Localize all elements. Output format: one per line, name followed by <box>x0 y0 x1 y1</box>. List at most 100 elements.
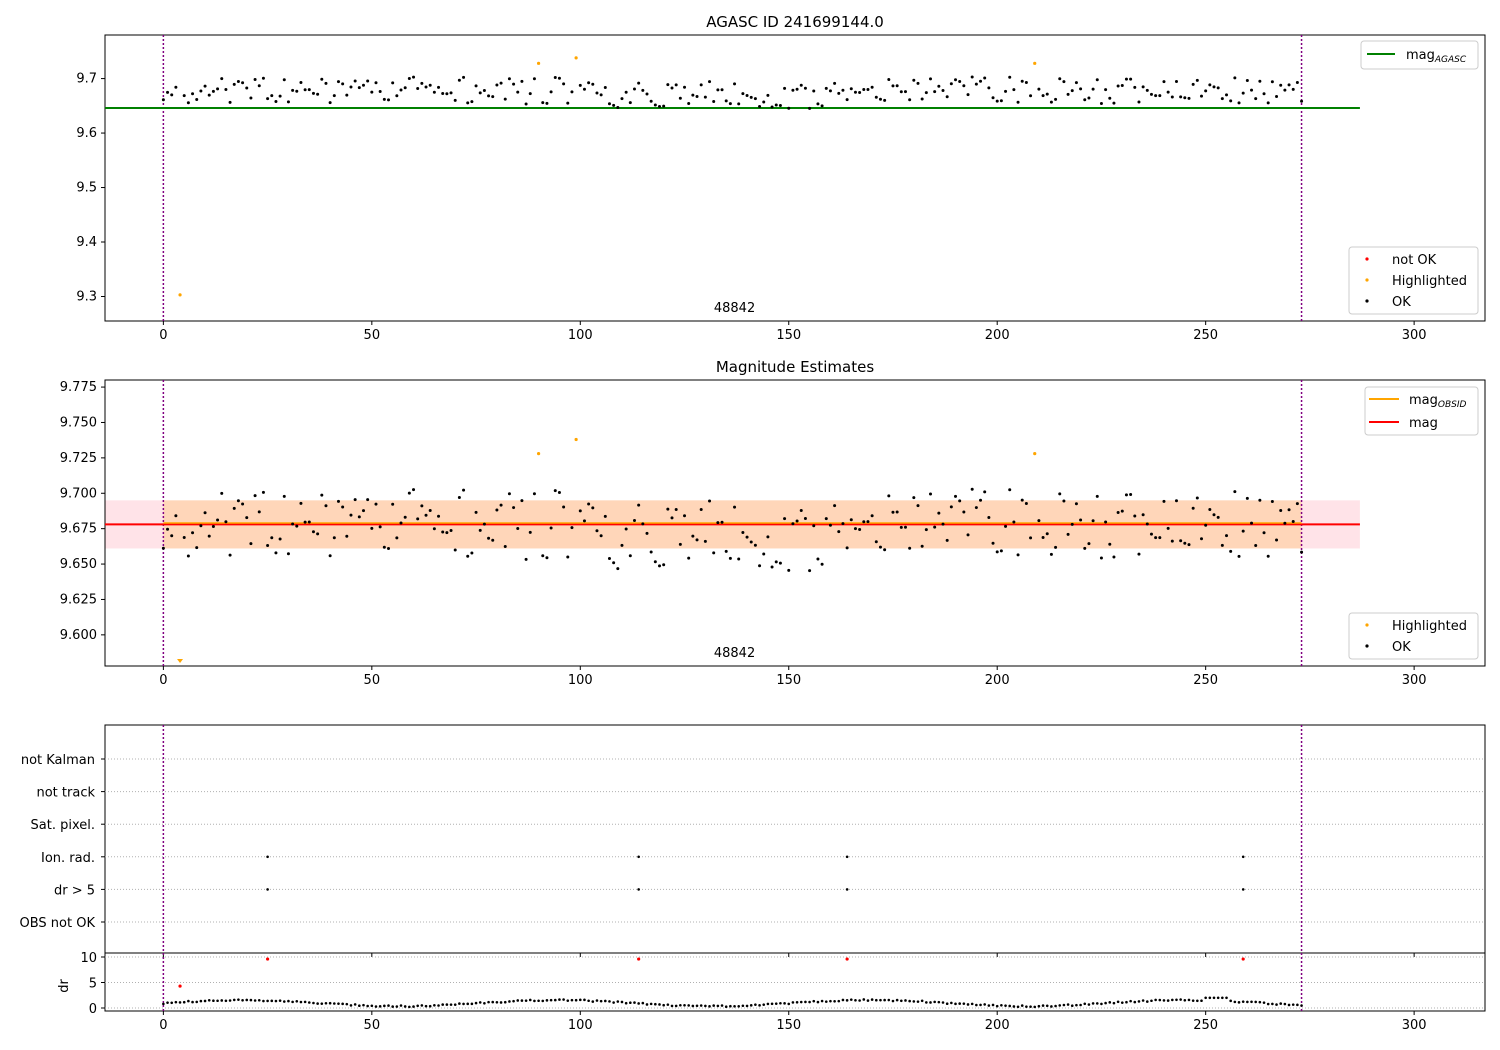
y-tick-label: 9.650 <box>60 557 97 572</box>
ok-point <box>191 92 195 96</box>
dr-point <box>862 998 866 1001</box>
ok-point <box>607 102 611 106</box>
dr-point <box>358 1004 361 1008</box>
ok-point <box>799 83 803 87</box>
ok-point <box>999 549 1003 553</box>
dr-point <box>545 999 549 1002</box>
panel-magnitude-estimates: 9.600 9.625 9.650 9.675 9.700 9.725 9.750 9.775… <box>60 379 1486 688</box>
dr-point <box>612 1001 615 1004</box>
ok-point <box>278 537 282 541</box>
ok-point <box>1058 77 1062 81</box>
legend-marker <box>1365 299 1369 303</box>
ok-point <box>495 83 499 87</box>
x-tick-label: 250 <box>1193 1018 1218 1033</box>
dr-point <box>1162 999 1166 1002</box>
ok-point <box>1262 92 1266 96</box>
ok-point <box>828 89 832 93</box>
ok-point <box>345 534 349 538</box>
ok-point <box>841 88 845 92</box>
dr-point <box>1154 998 1157 1002</box>
ok-point <box>520 79 524 83</box>
dr-point <box>629 1001 632 1004</box>
dr-point <box>1091 1002 1095 1005</box>
dr-point <box>841 998 845 1002</box>
ok-point <box>866 520 870 524</box>
ok-point <box>566 555 570 559</box>
ok-point <box>391 502 395 506</box>
dr-point <box>1012 1005 1016 1008</box>
dr-point <box>195 1000 199 1004</box>
dr-point <box>1175 998 1178 1002</box>
ok-point <box>361 509 365 513</box>
ok-point <box>1041 535 1045 539</box>
dr-point <box>508 1000 511 1003</box>
dr-point <box>670 1004 674 1008</box>
ok-point <box>261 76 265 80</box>
ok-point <box>803 86 807 90</box>
ok-point <box>1099 556 1103 560</box>
ok-point <box>166 527 170 531</box>
dr-point <box>1262 1001 1266 1004</box>
ok-point <box>995 99 999 103</box>
ok-point <box>987 515 991 519</box>
dr-point <box>174 1000 178 1004</box>
dr-point <box>1045 1004 1049 1008</box>
ok-point <box>470 551 474 555</box>
ok-point <box>824 86 828 90</box>
dr-point <box>1075 1003 1078 1007</box>
ok-point <box>1045 92 1049 96</box>
ok-point <box>266 544 270 548</box>
dr-point <box>854 998 857 1002</box>
ok-point <box>553 76 557 80</box>
ok-point <box>708 499 712 503</box>
ok-point <box>670 516 674 520</box>
dr-point <box>879 998 882 1002</box>
ok-point <box>1229 549 1233 553</box>
ok-point <box>1266 101 1270 105</box>
ok-point <box>282 78 286 82</box>
ok-point <box>270 94 274 98</box>
dr-point <box>1229 999 1232 1003</box>
dr-point <box>962 1002 966 1005</box>
ok-point <box>928 77 932 81</box>
ok-point <box>487 536 491 540</box>
dr-point <box>1166 999 1170 1002</box>
ok-point <box>858 528 862 532</box>
ok-point <box>557 76 561 80</box>
dr-point <box>349 1004 353 1007</box>
x-tick-label: 300 <box>1402 673 1427 688</box>
y-tick-label: 9.775 <box>60 380 97 395</box>
dr-point <box>207 998 211 1002</box>
dr-point <box>791 1001 795 1004</box>
ok-point <box>653 560 657 564</box>
dr-point <box>1120 1001 1124 1004</box>
legend-box <box>1360 40 1479 70</box>
ok-point <box>211 89 215 93</box>
ok-point <box>286 552 290 556</box>
dr-point <box>370 1004 374 1008</box>
ok-point <box>1158 536 1162 540</box>
dr-point <box>1271 1002 1274 1006</box>
x-tick-label: 200 <box>985 673 1010 688</box>
ok-point <box>853 527 857 531</box>
ok-point <box>616 567 620 571</box>
ok-point <box>1037 87 1041 91</box>
ok-point <box>783 517 787 521</box>
ok-point <box>445 92 449 96</box>
ok-point <box>816 557 820 561</box>
ok-point <box>249 542 253 546</box>
dr-point <box>1041 1004 1045 1007</box>
ok-point <box>1099 101 1103 105</box>
dr-point <box>695 1004 699 1008</box>
ok-point <box>962 510 966 514</box>
ok-point <box>1216 515 1220 519</box>
dr-point <box>203 999 207 1003</box>
dr-point <box>1029 1005 1032 1008</box>
dr-point <box>637 1002 640 1005</box>
ok-point <box>378 89 382 93</box>
ok-point <box>695 538 699 542</box>
ok-point <box>824 517 828 521</box>
dr-point <box>383 1004 386 1008</box>
ok-point <box>1191 506 1195 510</box>
ok-point <box>1045 532 1049 536</box>
